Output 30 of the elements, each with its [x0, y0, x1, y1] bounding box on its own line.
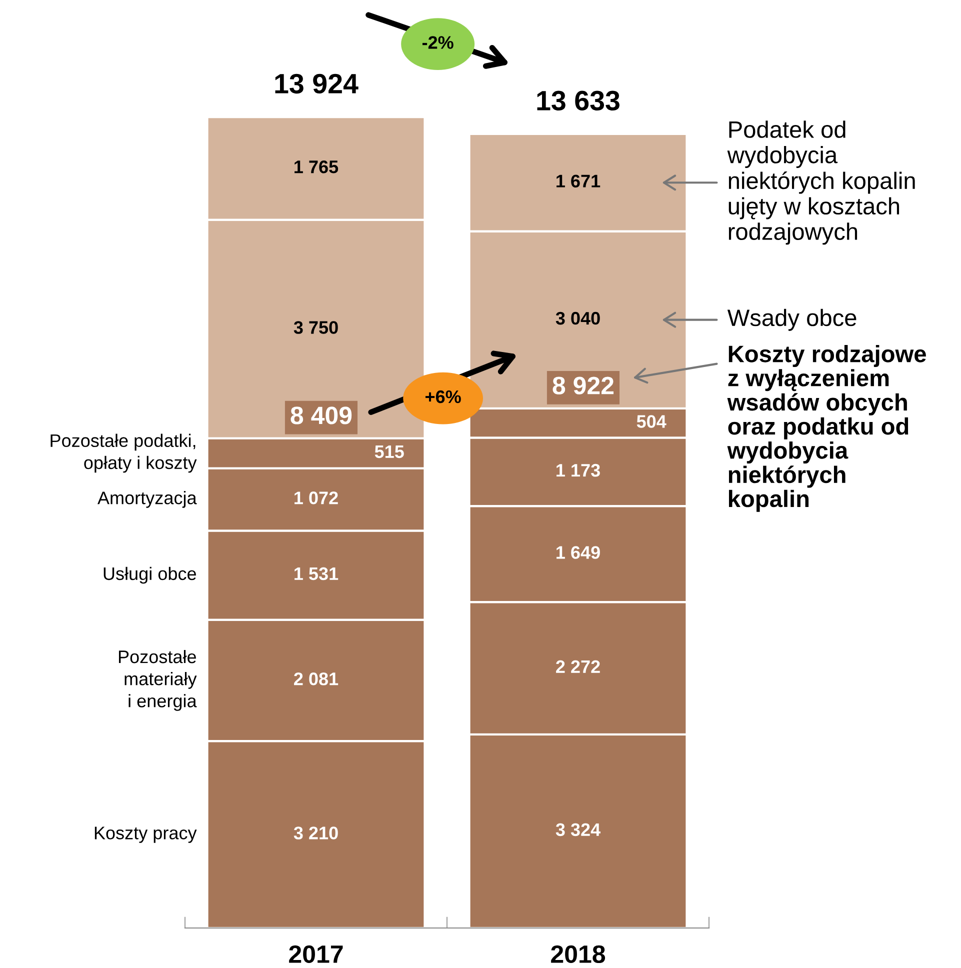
total-label: 13 924: [275, 74, 358, 94]
series-label: Pozostałe materiały i energia: [118, 650, 197, 711]
series-label: Pozostałe podatki, opłaty i koszty: [50, 434, 197, 473]
annotation: 8 409: [290, 406, 352, 424]
data-label: 3 324: [556, 823, 600, 836]
data-label: 515: [374, 445, 404, 458]
data-label: 3 750: [294, 321, 338, 334]
series-label: Podatek od wydobycia niektórych kopalin ujęty w kosztach rodzajowych: [727, 120, 915, 245]
data-label: 504: [636, 415, 666, 428]
data-label: 2 081: [294, 672, 338, 686]
data-label: 3 040: [556, 312, 600, 325]
data-label: 1 531: [294, 567, 338, 580]
text: Koszty rodzajowe z wyłączeniem wsadów obcych oraz podatku od wydobycia niektórych kopalin: [727, 345, 926, 512]
text: -2%: [422, 36, 454, 49]
series-label: Wsady obce: [727, 308, 856, 331]
annotation: 8 922: [552, 376, 614, 394]
data-label: 1 649: [556, 546, 600, 559]
annotation: +6%: [426, 390, 461, 404]
series-label: Koszty pracy: [94, 826, 197, 843]
series-label: Amortyzacja: [98, 491, 197, 508]
x-tick-label: 2017: [289, 945, 343, 964]
data-label: 1 072: [294, 492, 338, 504]
data-label: 2 272: [556, 660, 600, 673]
data-label: 3 210: [294, 826, 338, 840]
data-label: 1 671: [556, 174, 600, 188]
data-label: 1 173: [556, 464, 600, 477]
series-label: Usługi obce: [104, 566, 196, 584]
data-label: 1 765: [294, 160, 338, 174]
total-label: 13 633: [537, 90, 620, 111]
x-tick-label: 2018: [551, 945, 606, 964]
